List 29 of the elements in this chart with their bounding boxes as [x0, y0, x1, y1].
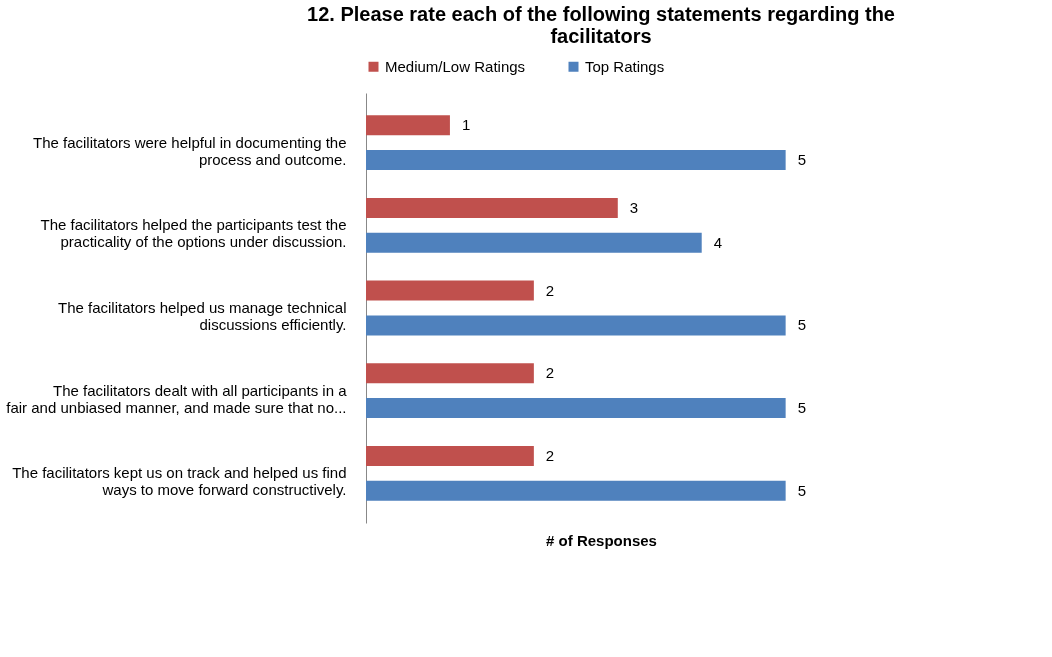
- data-label: 4: [713, 233, 723, 251]
- y-tick-label: The facilitators kept us on track and helped us find ways to move forward constructively.: [12, 464, 347, 499]
- data-label: 5: [797, 151, 806, 169]
- data-label: 5: [797, 399, 806, 417]
- y-tick-label: The facilitators dealt with all participants in a fair and unbiased manner, and made sure that no...: [6, 381, 348, 416]
- chart-title: 12. Please rate each of the following statements regarding the facilitators: [307, 3, 895, 47]
- legend-label: Medium/Low Ratings: [385, 57, 526, 75]
- data-label: 2: [545, 281, 555, 299]
- data-label: 2: [545, 364, 555, 382]
- bar: [366, 280, 534, 301]
- data-label: 2: [545, 446, 555, 464]
- data-label: 3: [629, 198, 639, 216]
- bar: [366, 115, 450, 136]
- bar: [366, 232, 702, 253]
- bar: [366, 150, 786, 171]
- y-tick-label: The facilitators were helpful in documenting the process and outcome.: [32, 133, 347, 168]
- bar: [366, 363, 534, 384]
- data-label: 1: [461, 116, 471, 134]
- bar: [366, 197, 618, 218]
- x-axis-title: # of Responses: [546, 531, 657, 549]
- y-tick-label: The facilitators helped us manage technical discussions efficiently.: [57, 299, 347, 333]
- bar: [366, 445, 534, 466]
- data-label: 5: [797, 316, 806, 334]
- legend-label: Top Ratings: [585, 57, 665, 75]
- bar: [366, 480, 786, 501]
- data-label: 5: [797, 481, 806, 499]
- bar: [366, 398, 786, 419]
- bar: [366, 315, 786, 336]
- y-tick-label: The facilitators helped the participants test the practicality of the options under discussion.: [40, 216, 347, 251]
